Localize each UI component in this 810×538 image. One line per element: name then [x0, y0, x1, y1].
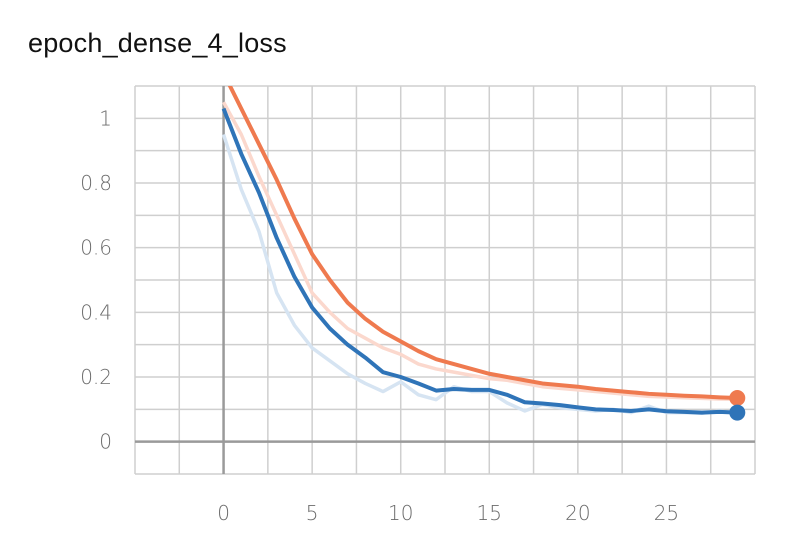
x-tick-label: 0 [217, 501, 230, 525]
y-tick-label: 0.2 [80, 365, 112, 389]
smoothed-series-layer [221, 86, 746, 421]
chart-title: epoch_dense_4_loss [28, 28, 287, 58]
x-tick-label: 20 [565, 501, 590, 525]
y-tick-label: 0.8 [80, 171, 112, 195]
x-tick-label: 5 [306, 501, 319, 525]
axis-layer [135, 86, 755, 474]
y-tick-label: 0.4 [80, 300, 112, 324]
raw-series-layer [221, 101, 738, 415]
x-tick-label: 15 [477, 501, 502, 525]
series-1-end-marker[interactable] [729, 404, 746, 421]
y-tick-label: 0.6 [80, 236, 112, 260]
series-0-smoothed-line [227, 86, 738, 401]
series-0-end-marker[interactable] [729, 390, 746, 407]
series-0-raw-line [222, 101, 738, 402]
y-tick-label: 1 [99, 106, 112, 130]
tick-labels-layer: 0 5 10 15 20 25 0 0.2 0.4 0.6 0.8 1 [80, 106, 679, 525]
y-tick-label: 0 [99, 430, 112, 454]
series-1-smoothed-line [221, 107, 738, 415]
x-tick-label: 10 [388, 501, 413, 525]
x-tick-label: 25 [654, 501, 679, 525]
